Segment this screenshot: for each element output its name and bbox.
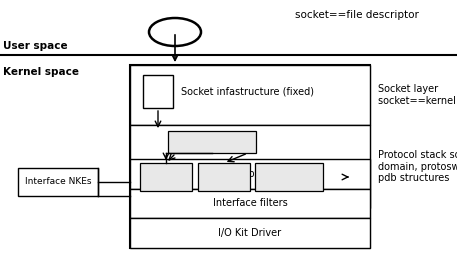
Text: Interface NKEs: Interface NKEs: [25, 178, 91, 187]
Text: Kernel space: Kernel space: [3, 67, 79, 77]
Text: User space: User space: [3, 41, 68, 51]
Text: AppleTalk: AppleTalk: [266, 172, 312, 182]
Text: ···: ···: [330, 170, 345, 184]
Text: Protocol plumbers: Protocol plumbers: [206, 169, 294, 179]
Bar: [198, 163, 250, 191]
Ellipse shape: [149, 18, 201, 46]
Bar: [255, 163, 323, 191]
Text: Socket infastructure (fixed): Socket infastructure (fixed): [181, 86, 314, 96]
Bar: [18, 168, 98, 196]
Text: socket==file descriptor: socket==file descriptor: [295, 10, 419, 20]
Bar: [130, 65, 370, 248]
Text: Protocol stack socket,
domain, protosw,
pdb structures: Protocol stack socket, domain, protosw, …: [378, 150, 457, 183]
Text: Socket layer
socket==kernel structure: Socket layer socket==kernel structure: [378, 84, 457, 106]
Bar: [168, 131, 256, 153]
Bar: [130, 159, 370, 189]
Text: IP: IP: [162, 172, 170, 182]
Text: I/O Kit Driver: I/O Kit Driver: [218, 228, 282, 238]
Bar: [143, 75, 173, 108]
Bar: [140, 163, 192, 191]
Bar: [130, 65, 370, 125]
Bar: [130, 218, 370, 248]
Text: Socket filter: Socket filter: [183, 137, 241, 147]
Bar: [130, 125, 370, 208]
Text: IPX: IPX: [216, 172, 232, 182]
Text: Interface filters: Interface filters: [213, 198, 287, 209]
Bar: [130, 189, 370, 218]
